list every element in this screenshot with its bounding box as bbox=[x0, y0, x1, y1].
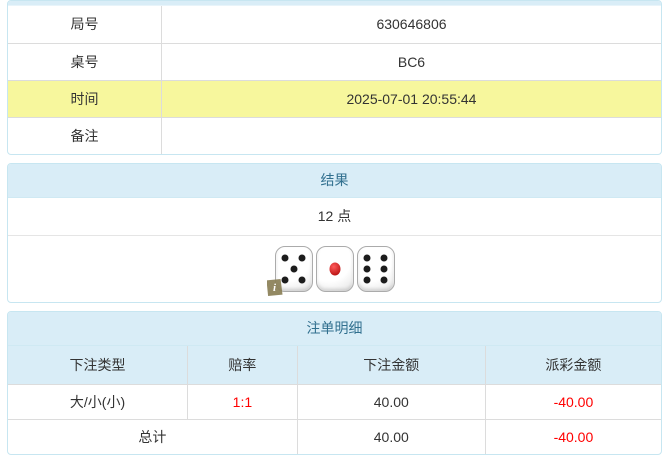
round-info-value: BC6 bbox=[161, 43, 661, 81]
bets-total-row: 总计 40.00 -40.00 bbox=[8, 419, 661, 454]
die-pip bbox=[380, 276, 388, 284]
bets-panel-title: 注单明细 bbox=[8, 312, 661, 346]
result-points: 12 点 bbox=[8, 198, 661, 236]
die-6 bbox=[356, 246, 395, 292]
bet-row: 大/小(小) 1:1 40.00 -40.00 bbox=[8, 384, 661, 419]
result-panel-title: 结果 bbox=[8, 164, 661, 198]
cutoff-panel-header bbox=[8, 1, 661, 6]
bets-header-row: 下注类型 赔率 下注金额 派彩金额 bbox=[8, 346, 661, 385]
round-info-panel: 局号 630646806 桌号 BC6 时间 2025-07-01 20:55:44 备注 bbox=[7, 0, 662, 155]
result-panel: 结果 12 点 i bbox=[7, 163, 662, 303]
die-pip bbox=[290, 265, 297, 273]
round-info-value: 2025-07-01 20:55:44 bbox=[161, 80, 661, 118]
die-pip bbox=[363, 254, 371, 262]
die-pip bbox=[380, 265, 388, 273]
total-bet-amount-cell: 40.00 bbox=[296, 419, 486, 454]
round-info-label: 备注 bbox=[8, 117, 162, 154]
bet-odds-cell: 1:1 bbox=[187, 384, 298, 419]
bet-amount-cell: 40.00 bbox=[296, 384, 486, 419]
bets-table: 下注类型 赔率 下注金额 派彩金额 大/小(小) 1:1 40.00 -40.00 总计 40.… bbox=[8, 346, 661, 454]
die-pip bbox=[363, 276, 371, 284]
bets-panel: 注单明细 下注类型 赔率 下注金额 派彩金额 大/小(小) 1:1 40.00 -40.00… bbox=[7, 311, 662, 455]
round-info-label: 局号 bbox=[8, 6, 162, 44]
die-pip bbox=[380, 254, 388, 262]
round-info-row: 备注 bbox=[8, 117, 661, 154]
die-pip bbox=[281, 276, 289, 284]
die-1 bbox=[315, 246, 354, 292]
total-label-cell: 总计 bbox=[138, 428, 167, 445]
die-5: i bbox=[266, 246, 313, 296]
bets-column-header: 下注金额 bbox=[296, 346, 486, 385]
round-info-value bbox=[161, 117, 661, 154]
round-info-row: 局号 630646806 bbox=[8, 6, 661, 44]
round-info-value: 630646806 bbox=[161, 6, 661, 44]
round-info-row: 时间 2025-07-01 20:55:44 bbox=[8, 80, 661, 118]
bet-payout-cell: -40.00 bbox=[484, 384, 661, 419]
total-payout-cell: -40.00 bbox=[484, 419, 661, 454]
die-pip bbox=[298, 254, 306, 262]
die-pip bbox=[298, 276, 306, 284]
die-pip bbox=[363, 265, 371, 273]
die-pip bbox=[281, 254, 289, 262]
bets-column-header: 派彩金额 bbox=[484, 346, 661, 385]
info-badge-icon[interactable]: i bbox=[266, 279, 283, 296]
bet-type-cell: 大/小(小) bbox=[69, 393, 126, 410]
bets-column-header: 下注类型 bbox=[8, 346, 188, 385]
round-info-label: 桌号 bbox=[8, 43, 162, 81]
bets-column-header: 赔率 bbox=[187, 346, 298, 385]
dice-row: i bbox=[8, 236, 661, 302]
round-info-table: 局号 630646806 桌号 BC6 时间 2025-07-01 20:55:44 备注 bbox=[8, 6, 661, 154]
round-info-row: 桌号 BC6 bbox=[8, 43, 661, 81]
round-info-label: 时间 bbox=[8, 80, 162, 118]
die-pip bbox=[329, 262, 340, 276]
